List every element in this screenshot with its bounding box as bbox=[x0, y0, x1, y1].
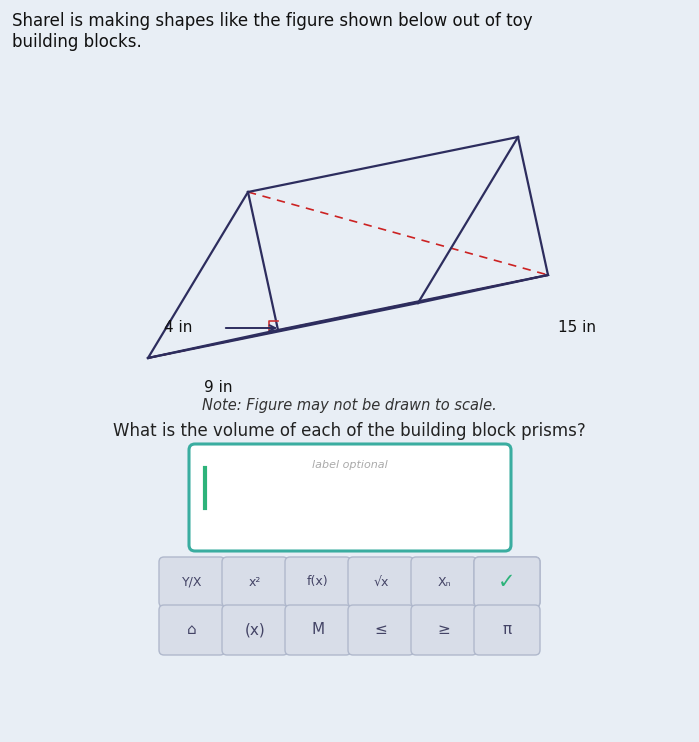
FancyBboxPatch shape bbox=[411, 605, 477, 655]
Text: x²: x² bbox=[249, 576, 261, 588]
FancyBboxPatch shape bbox=[348, 605, 414, 655]
Text: 4 in: 4 in bbox=[164, 321, 192, 335]
Text: Sharel is making shapes like the figure shown below out of toy
building blocks.: Sharel is making shapes like the figure … bbox=[12, 12, 533, 50]
Text: 15 in: 15 in bbox=[558, 320, 596, 335]
Text: π: π bbox=[503, 623, 512, 637]
FancyBboxPatch shape bbox=[411, 557, 477, 607]
FancyBboxPatch shape bbox=[474, 605, 540, 655]
Text: ✓: ✓ bbox=[498, 572, 516, 592]
FancyBboxPatch shape bbox=[189, 444, 511, 551]
FancyBboxPatch shape bbox=[285, 557, 351, 607]
Text: Y/X: Y/X bbox=[182, 576, 202, 588]
Text: What is the volume of each of the building block prisms?: What is the volume of each of the buildi… bbox=[113, 422, 585, 440]
Text: M: M bbox=[312, 623, 324, 637]
Text: ⌂: ⌂ bbox=[187, 623, 197, 637]
FancyBboxPatch shape bbox=[474, 557, 540, 607]
Text: 9 in: 9 in bbox=[203, 380, 232, 395]
Text: ≥: ≥ bbox=[438, 623, 450, 637]
FancyBboxPatch shape bbox=[222, 557, 288, 607]
FancyBboxPatch shape bbox=[159, 557, 225, 607]
Text: ≤: ≤ bbox=[375, 623, 387, 637]
FancyBboxPatch shape bbox=[159, 605, 225, 655]
FancyBboxPatch shape bbox=[474, 557, 540, 607]
FancyBboxPatch shape bbox=[285, 605, 351, 655]
FancyBboxPatch shape bbox=[222, 605, 288, 655]
Text: f(x): f(x) bbox=[307, 576, 329, 588]
Text: √x: √x bbox=[373, 576, 389, 588]
Text: Xₙ: Xₙ bbox=[437, 576, 451, 588]
Text: label optional: label optional bbox=[312, 460, 388, 470]
Text: Note: Figure may not be drawn to scale.: Note: Figure may not be drawn to scale. bbox=[201, 398, 496, 413]
FancyBboxPatch shape bbox=[348, 557, 414, 607]
Text: (x): (x) bbox=[245, 623, 266, 637]
